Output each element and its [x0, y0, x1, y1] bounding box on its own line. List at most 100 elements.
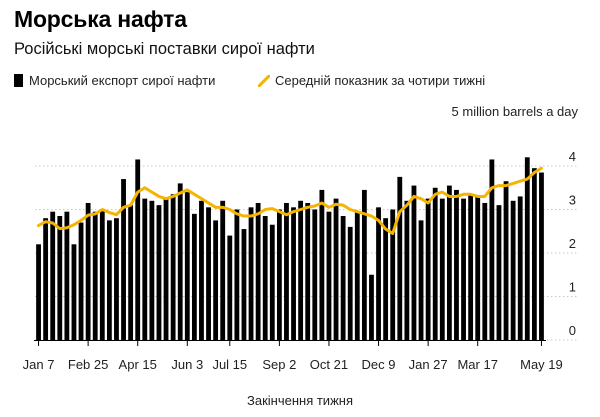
chart-subtitle: Російські морські поставки сирої нафти [14, 40, 315, 58]
bar-44 [347, 226, 353, 340]
bar-33 [269, 224, 275, 340]
x-tick-label-7: Feb 25 [68, 357, 108, 372]
x-tick-label-71: May 19 [520, 357, 563, 372]
x-tick-label-41: Oct 21 [310, 357, 348, 372]
bar-20 [177, 183, 183, 340]
bar-14 [135, 159, 141, 340]
bar-63 [482, 202, 488, 340]
bar-46 [361, 189, 367, 340]
bar-66 [503, 181, 509, 340]
x-axis-title: Закінчення тижня [247, 393, 353, 408]
legend-line-label: Середній показник за чотири тижні [275, 73, 486, 88]
bar-26 [220, 200, 226, 340]
y-tick-label-3: 3 [569, 193, 576, 208]
bar-42 [333, 198, 339, 341]
bar-36 [291, 207, 296, 340]
bar-43 [340, 216, 346, 340]
bar-25 [213, 220, 219, 341]
bar-37 [298, 200, 304, 340]
bar-13 [128, 205, 134, 340]
bar-38 [305, 202, 311, 340]
bar-61 [468, 194, 474, 340]
bar-7 [85, 202, 91, 340]
legend-item-line: Середній показник за чотири тижні [257, 73, 486, 88]
y-axis-unit-label: 5 million barrels a day [451, 104, 578, 119]
bar-67 [510, 200, 516, 340]
legend-line-swatch [257, 74, 271, 88]
bar-24 [206, 207, 211, 340]
bar-19 [170, 194, 176, 340]
bar-60 [461, 198, 466, 341]
bar-54 [418, 220, 424, 341]
bar-1 [43, 218, 49, 340]
bar-35 [284, 202, 289, 340]
bar-11 [114, 218, 119, 340]
y-tick-label-1: 1 [569, 280, 576, 295]
chart-title: Морська нафта [14, 6, 187, 32]
y-tick-label-0: 0 [569, 323, 576, 338]
bar-21 [184, 192, 190, 340]
legend-bars-label: Морський експорт сирої нафти [29, 73, 216, 88]
y-tick-label-2: 2 [569, 236, 576, 251]
y-tick-label-4: 4 [569, 149, 576, 164]
bar-57 [439, 198, 445, 341]
bar-59 [454, 189, 459, 340]
bar-53 [411, 185, 417, 340]
bar-23 [199, 200, 204, 340]
bar-10 [106, 220, 112, 341]
bar-56 [432, 187, 438, 340]
bar-52 [404, 200, 410, 340]
bar-32 [262, 216, 268, 340]
bar-28 [234, 209, 240, 340]
bar-49 [383, 218, 389, 340]
bar-27 [227, 235, 233, 340]
bar-12 [121, 179, 126, 340]
bar-8 [92, 211, 98, 340]
bar-34 [276, 209, 282, 340]
bar-69 [524, 157, 530, 340]
bar-39 [312, 209, 318, 340]
bar-29 [241, 229, 247, 340]
x-tick-label-14: Apr 15 [119, 357, 157, 372]
bar-48 [376, 207, 381, 340]
bar-70 [531, 168, 537, 340]
bar-5 [71, 244, 77, 340]
bar-58 [446, 185, 452, 340]
x-tick-label-21: Jun 3 [171, 357, 203, 372]
bar-45 [354, 211, 360, 340]
bar-40 [319, 189, 325, 340]
x-tick-label-48: Dec 9 [362, 357, 396, 372]
x-tick-label-27: Jul 15 [212, 357, 247, 372]
x-tick-label-0: Jan 7 [23, 357, 55, 372]
bar-50 [390, 209, 396, 340]
bar-65 [496, 205, 502, 340]
bar-18 [163, 198, 169, 341]
legend-bar-swatch [14, 74, 23, 87]
bar-31 [255, 202, 261, 340]
x-tick-label-55: Jan 27 [409, 357, 448, 372]
bar-16 [149, 200, 155, 340]
x-tick-label-62: Mar 17 [457, 357, 497, 372]
bar-17 [156, 205, 162, 340]
bar-15 [142, 198, 148, 341]
bar-62 [475, 196, 481, 340]
bar-4 [64, 211, 70, 340]
bar-6 [78, 222, 84, 340]
bar-0 [36, 244, 41, 340]
bar-22 [191, 213, 197, 340]
bar-51 [397, 176, 403, 341]
average-line [37, 166, 543, 235]
bar-30 [248, 207, 254, 340]
bar-68 [517, 196, 523, 340]
bar-41 [326, 211, 332, 340]
bar-3 [57, 216, 63, 340]
bar-71 [539, 172, 544, 340]
bar-64 [489, 159, 495, 340]
bar-2 [50, 211, 56, 340]
x-tick-label-34: Sep 2 [262, 357, 296, 372]
legend-item-bars: Морський експорт сирої нафти [14, 73, 215, 88]
bar-9 [99, 209, 105, 340]
bar-55 [425, 198, 431, 341]
bar-47 [369, 274, 374, 340]
